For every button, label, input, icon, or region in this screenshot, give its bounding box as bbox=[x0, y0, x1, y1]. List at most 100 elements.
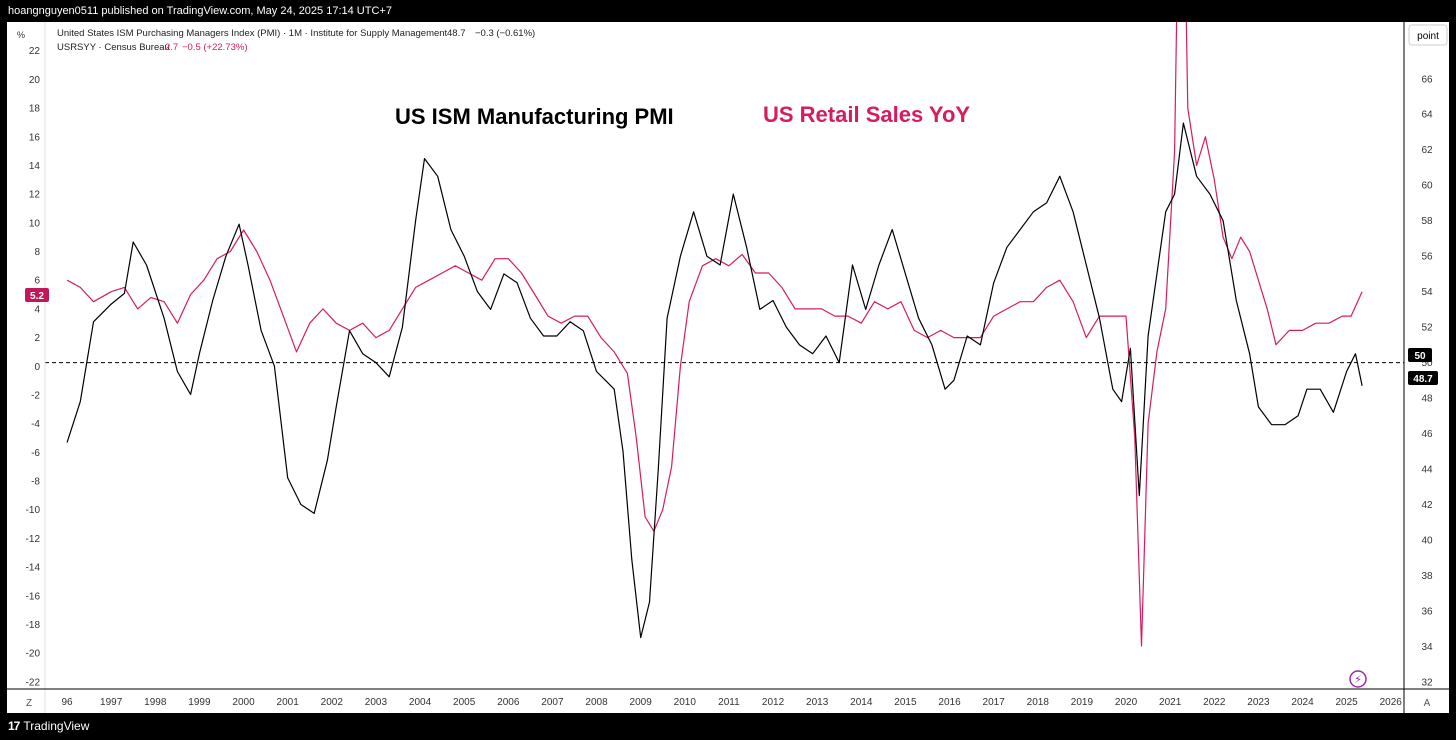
x-tick-label: 2025 bbox=[1336, 697, 1359, 708]
published-text: hoangnguyen0511 published on TradingView… bbox=[8, 5, 392, 17]
x-tick-label: 2016 bbox=[938, 697, 961, 708]
x-tick-label: 2022 bbox=[1203, 697, 1226, 708]
x-tick-label: 2024 bbox=[1291, 697, 1314, 708]
left-value-badge bbox=[25, 288, 49, 302]
left-tick-label: -16 bbox=[26, 591, 41, 602]
retail-sales-series-line bbox=[66, 22, 1363, 647]
x-tick-label: 1998 bbox=[144, 697, 167, 708]
right-tick-label: 48 bbox=[1421, 394, 1433, 405]
x-tick-label: 2019 bbox=[1071, 697, 1094, 708]
left-tick-label: -4 bbox=[31, 419, 40, 430]
x-tick-label: 2012 bbox=[762, 697, 785, 708]
right-tick-label: 62 bbox=[1421, 145, 1433, 156]
tradingview-logo-icon: 17 bbox=[8, 719, 20, 733]
chart-panel[interactable]: -22 -20 -18 -16 -14 -12 -10 -8 -6 -4 -2 0 2 4 6 8 10 12 14… bbox=[7, 22, 1449, 713]
corner-right-label[interactable]: A bbox=[1424, 698, 1431, 709]
legend-retail-change: −0.5 (+22.73%) bbox=[182, 42, 248, 53]
left-tick-label: -20 bbox=[26, 649, 41, 660]
pmi-annotation: US ISM Manufacturing PMI bbox=[395, 104, 674, 129]
legend-retail-name: USRSYY · Census Bureau bbox=[57, 42, 170, 53]
x-tick-label: 96 bbox=[61, 697, 73, 708]
retail-annotation: US Retail Sales YoY bbox=[763, 102, 970, 127]
right-ref-badge-text: 50 bbox=[1414, 351, 1426, 362]
right-tick-label: 40 bbox=[1421, 535, 1433, 546]
left-tick-label: 8 bbox=[34, 247, 40, 258]
right-tick-label: 66 bbox=[1421, 74, 1433, 85]
right-tick-label: 56 bbox=[1421, 252, 1433, 263]
pmi-series-line bbox=[66, 122, 1363, 639]
x-tick-label: 2001 bbox=[277, 697, 300, 708]
left-tick-label: 20 bbox=[29, 75, 41, 86]
left-tick-label: -12 bbox=[26, 534, 41, 545]
right-unit-label: point bbox=[1417, 31, 1439, 42]
x-tick-label: 2020 bbox=[1115, 697, 1138, 708]
right-tick-label: 64 bbox=[1421, 110, 1433, 121]
x-tick-label: 2009 bbox=[630, 697, 653, 708]
x-tick-label: 2023 bbox=[1247, 697, 1270, 708]
right-value-badge-text: 48.7 bbox=[1413, 374, 1433, 385]
x-tick-label: 2026 bbox=[1380, 697, 1403, 708]
left-tick-label: -18 bbox=[26, 620, 41, 631]
x-tick-label: 2014 bbox=[850, 697, 873, 708]
right-tick-label: 34 bbox=[1421, 642, 1433, 653]
lightning-icon[interactable] bbox=[1349, 670, 1367, 688]
x-tick-label: 2011 bbox=[718, 697, 740, 708]
corner-left-label[interactable]: Z bbox=[26, 698, 32, 709]
left-tick-label: 16 bbox=[29, 132, 41, 143]
x-tick-label: 2017 bbox=[983, 697, 1006, 708]
right-tick-label: 42 bbox=[1421, 500, 1433, 511]
left-tick-label: -6 bbox=[31, 448, 40, 459]
x-tick-label: 2004 bbox=[409, 697, 432, 708]
right-ref-badge bbox=[1408, 348, 1432, 362]
lightning-glyph: ⚡ bbox=[1354, 674, 1362, 686]
legend-pmi-value: 48.7 bbox=[447, 28, 466, 39]
left-value-badge-text: 5.2 bbox=[30, 291, 44, 302]
x-tick-label: 2018 bbox=[1027, 697, 1050, 708]
right-unit-box[interactable] bbox=[1408, 24, 1448, 46]
left-tick-label: 10 bbox=[29, 218, 41, 229]
x-tick-label: 2002 bbox=[321, 697, 344, 708]
left-tick-label: 4 bbox=[34, 304, 40, 315]
right-tick-label: 36 bbox=[1421, 606, 1433, 617]
x-tick-label: 2021 bbox=[1159, 697, 1182, 708]
legend-pmi-name: United States ISM Purchasing Managers In… bbox=[57, 28, 448, 39]
right-tick-label: 58 bbox=[1421, 216, 1433, 227]
left-tick-label: 6 bbox=[34, 276, 40, 287]
x-tick-label: 1999 bbox=[188, 697, 211, 708]
x-tick-label: 2010 bbox=[674, 697, 697, 708]
left-tick-label: 14 bbox=[29, 161, 41, 172]
left-tick-label: 2 bbox=[34, 333, 40, 344]
right-tick-label: 60 bbox=[1421, 181, 1433, 192]
left-tick-label: -22 bbox=[26, 677, 41, 688]
left-tick-label: 0 bbox=[34, 362, 40, 373]
chart-svg[interactable]: -22-20-18-16-14-12-10-8-6-4-202468101214… bbox=[7, 22, 1449, 713]
right-value-badge bbox=[1408, 371, 1438, 385]
left-tick-label: -14 bbox=[26, 563, 41, 574]
x-tick-label: 2006 bbox=[497, 697, 520, 708]
legend-pmi-change: −0.3 (−0.61%) bbox=[475, 28, 535, 39]
left-tick-label: -2 bbox=[31, 390, 40, 401]
right-tick-label: 54 bbox=[1421, 287, 1433, 298]
right-tick-label: 46 bbox=[1421, 429, 1433, 440]
x-tick-label: 2003 bbox=[365, 697, 388, 708]
x-tick-label: 2007 bbox=[541, 697, 564, 708]
x-tick-label: 1997 bbox=[100, 697, 123, 708]
footer-bar: 17 TradingView bbox=[0, 713, 1456, 740]
left-tick-label: -10 bbox=[26, 505, 41, 516]
tradingview-logo-text: TradingView bbox=[23, 719, 90, 733]
tradingview-logo[interactable]: 17 TradingView bbox=[8, 719, 89, 733]
right-tick-label: 32 bbox=[1421, 677, 1433, 688]
left-tick-label: 18 bbox=[29, 104, 41, 115]
right-tick-label: 52 bbox=[1421, 323, 1433, 334]
x-tick-label: 2015 bbox=[894, 697, 917, 708]
left-unit-label: % bbox=[17, 30, 25, 40]
x-tick-label: 2005 bbox=[453, 697, 476, 708]
left-tick-label: -8 bbox=[31, 477, 40, 488]
left-tick-label: 22 bbox=[29, 46, 41, 57]
publish-header: hoangnguyen0511 published on TradingView… bbox=[0, 0, 1456, 22]
right-tick-label: 50 bbox=[1421, 358, 1433, 369]
x-tick-label: 2008 bbox=[585, 697, 608, 708]
left-tick-label: 12 bbox=[29, 190, 41, 201]
x-tick-label: 2000 bbox=[232, 697, 255, 708]
legend-retail-value: 2.7 bbox=[165, 42, 178, 53]
